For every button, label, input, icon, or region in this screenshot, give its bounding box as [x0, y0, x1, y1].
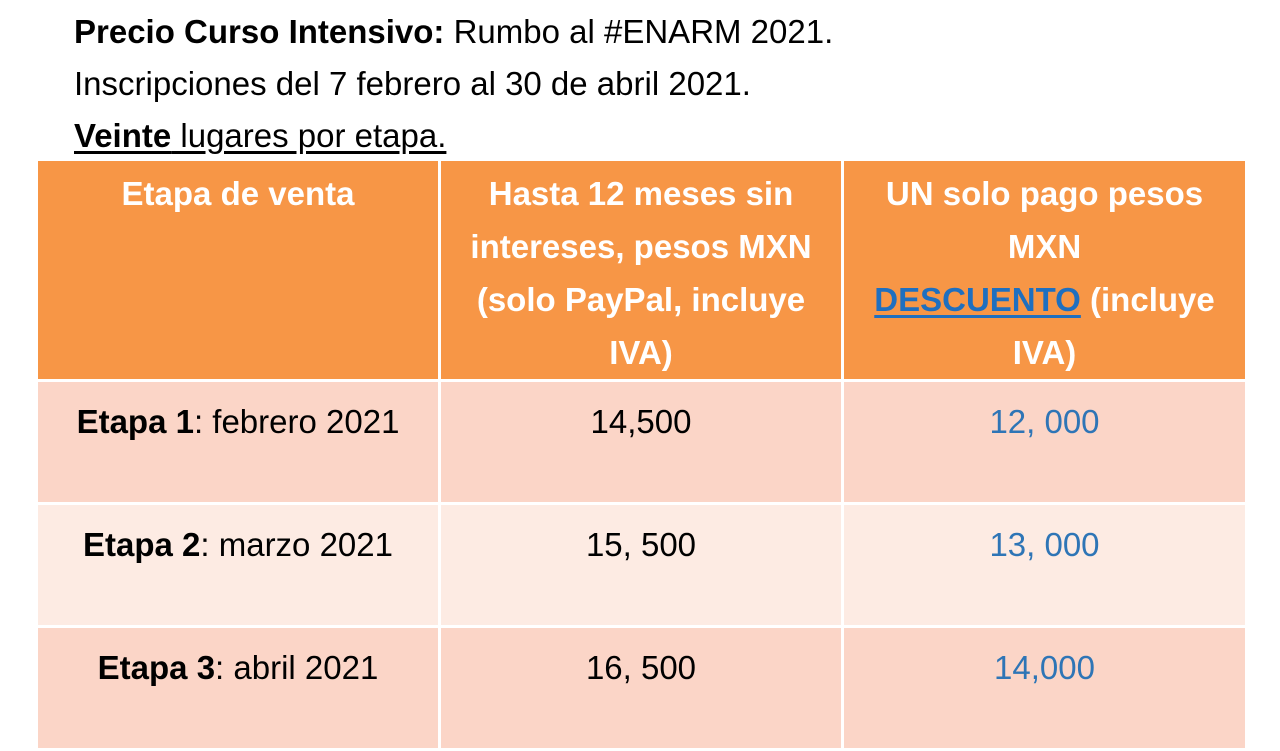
header-installments: Hasta 12 meses sin intereses, pesos MXN …	[438, 158, 844, 382]
single-payment-price: 13, 000	[841, 502, 1248, 628]
course-price-title: Rumbo al #ENARM 2021.	[444, 13, 834, 50]
stage-period: : abril 2021	[215, 649, 379, 686]
header-single-payment-text: UN solo pago pesos MXN	[885, 175, 1204, 265]
stage-cell: Etapa 1: febrero 2021	[35, 379, 441, 505]
stage-name: Etapa 3	[97, 649, 216, 686]
stage-cell: Etapa 2: marzo 2021	[35, 502, 441, 628]
course-price-label: Precio Curso Intensivo:	[74, 13, 445, 50]
price-table-header-row: Etapa de venta Hasta 12 meses sin intere…	[35, 158, 1248, 382]
page-header: Precio Curso Intensivo: Rumbo al #ENARM …	[74, 6, 833, 162]
stage-period: : febrero 2021	[193, 403, 400, 440]
enrollment-dates: Inscripciones del 7 febrero al 30 de abr…	[74, 65, 751, 102]
seats-count: Veinte	[74, 117, 172, 154]
installments-price: 16, 500	[438, 625, 844, 751]
price-table: Etapa de venta Hasta 12 meses sin intere…	[35, 158, 1248, 751]
stage-name: Etapa 1	[76, 403, 194, 440]
seats-text: lugares por etapa.	[171, 117, 447, 154]
single-payment-price: 12, 000	[841, 379, 1248, 505]
installments-price: 15, 500	[438, 502, 844, 628]
seats-per-stage-line: Veinte lugares por etapa.	[74, 110, 833, 162]
header-sales-stage: Etapa de venta	[35, 158, 441, 382]
table-row: Etapa 3: abril 2021 16, 500 14,000	[35, 625, 1248, 751]
table-row: Etapa 1: febrero 2021 14,500 12, 000	[35, 379, 1248, 505]
header-single-payment-iva: (incluye IVA)	[1012, 281, 1215, 371]
header-single-payment: UN solo pago pesos MXN DESCUENTO (incluye…	[841, 158, 1248, 382]
stage-name: Etapa 2	[83, 526, 201, 563]
stage-period: : marzo 2021	[200, 526, 393, 563]
table-row: Etapa 2: marzo 2021 15, 500 13, 000	[35, 502, 1248, 628]
discount-link[interactable]: DESCUENTO	[874, 281, 1081, 318]
stage-cell: Etapa 3: abril 2021	[35, 625, 441, 751]
installments-price: 14,500	[438, 379, 844, 505]
single-payment-price: 14,000	[841, 625, 1248, 751]
course-price-line: Precio Curso Intensivo: Rumbo al #ENARM …	[74, 6, 833, 58]
